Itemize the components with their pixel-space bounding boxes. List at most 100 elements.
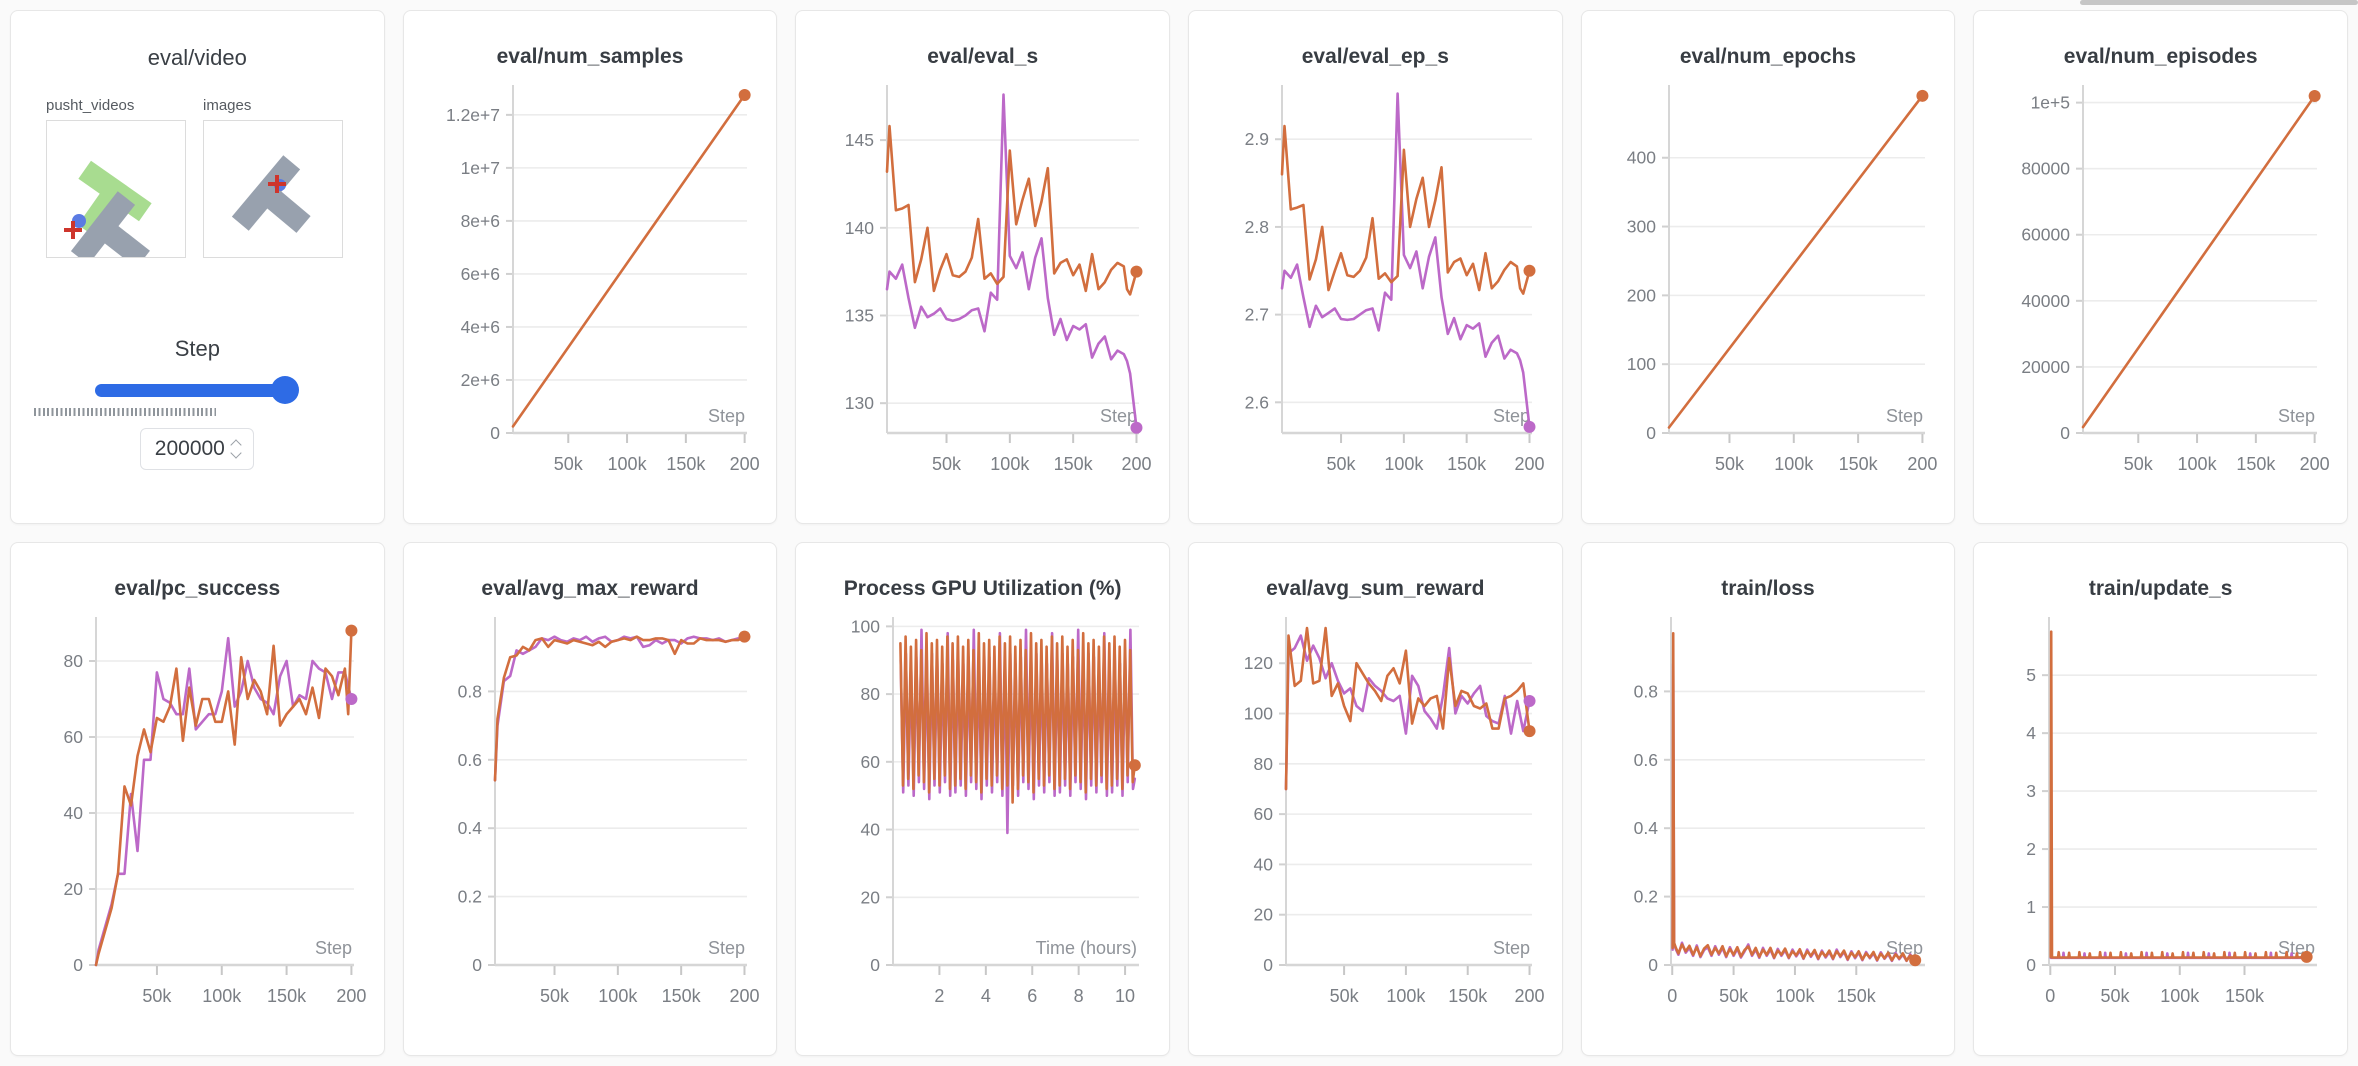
y-tick-label: 2e+6 xyxy=(460,370,499,390)
y-tick-label: 0.6 xyxy=(1633,750,1657,770)
series-line-purple xyxy=(493,635,746,782)
spinner-down-icon[interactable] xyxy=(230,447,242,459)
panel-eval-video: eval/video pusht_videos images xyxy=(10,10,385,524)
x-axis-label: Time (hours) xyxy=(1036,938,1137,958)
x-tick-label: 50k xyxy=(1330,986,1360,1006)
x-tick-label: 50k xyxy=(2101,986,2131,1006)
x-tick-label: 100k xyxy=(2178,454,2218,474)
y-tick-label: 0.8 xyxy=(1633,681,1657,701)
chart-eval-num-epochs[interactable]: 0 100 200 300 400 50k 100k 150k 200 Step xyxy=(1595,81,1941,501)
media-label-pusht-videos: pusht_videos xyxy=(46,97,135,114)
y-tick-label: 0 xyxy=(472,955,482,975)
chart-eval-eval-s[interactable]: 130 135 140 145 50k 100k 150k 200 Step xyxy=(809,81,1155,501)
step-value-input[interactable]: 200000 xyxy=(140,428,255,470)
chart-title: eval/eval_s xyxy=(927,45,1039,68)
x-axis-label: Step xyxy=(708,406,745,426)
y-tick-label: 80 xyxy=(1254,754,1274,774)
x-tick-label: 100k xyxy=(2161,986,2201,1006)
series-endpoint-purple xyxy=(1523,694,1536,707)
series-line-orange xyxy=(511,93,746,428)
y-tick-label: 2.6 xyxy=(1245,392,1269,412)
gray-t-shape xyxy=(70,191,150,257)
y-tick-label: 80000 xyxy=(2022,159,2071,179)
x-axis-label: Step xyxy=(1493,406,1530,426)
chart-title: eval/avg_max_reward xyxy=(481,577,699,600)
chart-eval-avg-max-reward[interactable]: 0 0.2 0.4 0.6 0.8 50k 100k 150k 200 Step xyxy=(417,613,763,1033)
y-tick-label: 20 xyxy=(64,879,84,899)
chart-eval-pc-success[interactable]: 0 20 40 60 80 50k 100k 150k 200 Step xyxy=(24,613,370,1033)
x-tick-label: 100k xyxy=(607,454,647,474)
stepper-spinner[interactable] xyxy=(230,439,242,459)
x-tick-label: 200 xyxy=(1122,454,1152,474)
chart-eval-num-episodes[interactable]: 0 20000 40000 60000 80000 1e+5 50k 100k 150k 200 S… xyxy=(1987,81,2333,501)
pusht-video-preview[interactable] xyxy=(46,120,186,258)
step-slider-track[interactable] xyxy=(95,384,296,397)
step-slider-ruler xyxy=(34,408,216,416)
y-tick-label: 200 xyxy=(1626,285,1655,305)
x-tick-label: 100k xyxy=(1774,454,1814,474)
y-tick-label: 5 xyxy=(2027,665,2037,685)
series-line-purple xyxy=(899,628,1137,835)
series-line-purple xyxy=(886,93,1139,429)
step-slider-label: Step xyxy=(174,336,220,361)
y-tick-label: 80 xyxy=(64,651,84,671)
images-preview[interactable] xyxy=(203,120,343,258)
x-tick-label: 100k xyxy=(1384,454,1424,474)
goal-cross xyxy=(268,175,286,193)
x-tick-label: 6 xyxy=(1028,986,1038,1006)
panel-train-update-s: train/update_s 0 1 2 3 4 5 0 50k 100k 150k Step xyxy=(1973,542,2348,1056)
x-tick-label: 2 xyxy=(935,986,945,1006)
y-tick-label: 100 xyxy=(1626,354,1655,374)
x-axis-label: Step xyxy=(315,938,352,958)
chart-eval-num-samples[interactable]: 0 2e+6 4e+6 6e+6 8e+6 1e+7 1.2e+7 50k 100k 150k 20… xyxy=(417,81,763,501)
y-tick-label: 0 xyxy=(1263,955,1273,975)
x-axis-label: Step xyxy=(708,938,745,958)
x-tick-label: 200 xyxy=(1907,454,1937,474)
y-tick-label: 2.8 xyxy=(1245,217,1269,237)
x-tick-label: 50k xyxy=(553,454,583,474)
step-value: 200000 xyxy=(154,437,225,460)
x-tick-label: 50k xyxy=(1719,986,1749,1006)
series-line-orange xyxy=(1280,124,1531,295)
y-tick-label: 1 xyxy=(2027,897,2037,917)
y-tick-label: 40 xyxy=(1254,854,1274,874)
chart-title: train/update_s xyxy=(2088,577,2233,600)
step-slider-thumb[interactable] xyxy=(271,376,300,404)
x-tick-label: 150k xyxy=(1054,454,1094,474)
step-slider[interactable] xyxy=(95,376,300,404)
x-tick-label: 150k xyxy=(661,986,701,1006)
x-tick-label: 4 xyxy=(981,986,991,1006)
x-tick-label: 150k xyxy=(1448,986,1488,1006)
x-tick-label: 10 xyxy=(1115,986,1135,1006)
series-endpoint-orange xyxy=(2300,950,2313,963)
chart-eval-avg-sum-reward[interactable]: 0 20 40 60 80 100 120 50k 100k 150k 200 Step xyxy=(1202,613,1548,1033)
y-tick-label: 60 xyxy=(64,727,84,747)
y-tick-label: 0 xyxy=(490,423,500,443)
y-tick-label: 300 xyxy=(1626,217,1655,237)
goal-cross xyxy=(64,221,82,239)
series-line-orange xyxy=(493,635,746,782)
panel-train-loss: train/loss 0 0.2 0.4 0.6 0.8 0 50k 100k 150k Step xyxy=(1580,542,1956,1056)
images-env-render xyxy=(231,155,311,233)
chart-eval-eval-ep-s[interactable]: 2.6 2.7 2.8 2.9 50k 100k 150k 200 Step xyxy=(1202,81,1548,501)
x-tick-label: 0 xyxy=(2046,986,2056,1006)
x-tick-label: 50k xyxy=(1327,454,1357,474)
y-tick-label: 80 xyxy=(861,684,881,704)
horizontal-scrollbar-thumb[interactable] xyxy=(2080,0,2358,5)
series-line-orange xyxy=(2049,630,2309,959)
series-endpoint-purple xyxy=(1130,421,1143,434)
y-tick-label: 1e+7 xyxy=(460,158,499,178)
chart-process-gpu-utilization[interactable]: 0 20 40 60 80 100 2 4 6 8 10 Time (hours) xyxy=(809,613,1155,1033)
y-tick-label: 2 xyxy=(2027,839,2037,859)
x-tick-label: 50k xyxy=(142,986,172,1006)
x-axis-label: Step xyxy=(1493,938,1530,958)
series-endpoint-orange xyxy=(738,88,751,101)
series-line-orange xyxy=(2082,94,2317,429)
series-endpoint-orange xyxy=(738,630,751,643)
panel-eval-avg-sum-reward: eval/avg_sum_reward 0 20 40 60 80 100 120 50k 100… xyxy=(1187,542,1563,1056)
x-tick-label: 150k xyxy=(2225,986,2265,1006)
series-endpoint-orange xyxy=(2308,89,2321,102)
video-panel-title: eval/video xyxy=(147,45,247,70)
